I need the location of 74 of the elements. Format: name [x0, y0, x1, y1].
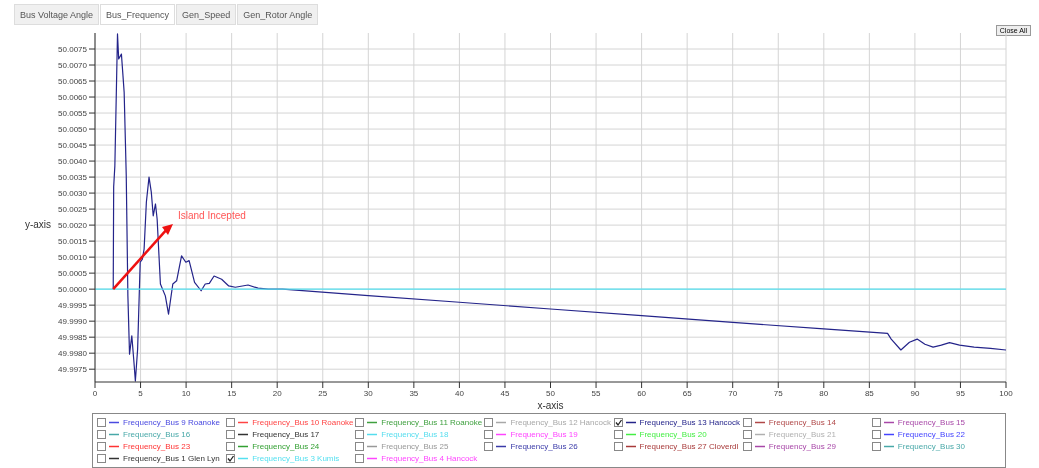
y-tick-label: 49.9985: [58, 333, 88, 343]
legend-label: Frequency_Bus 25: [381, 442, 449, 451]
y-tick-label: 50.0035: [58, 172, 88, 182]
x-tick-label: 100: [999, 388, 1014, 398]
legend-label: Frequency_Bus 17: [252, 430, 320, 439]
y-tick-label: 49.9995: [58, 301, 88, 310]
x-tick-label: 5: [138, 388, 144, 398]
y-tick-label: 49.9975: [58, 365, 88, 375]
y-tick-label: 50.0065: [58, 76, 88, 86]
legend-label: Frequency_Bus 16: [123, 430, 191, 439]
x-tick-label: 20: [272, 388, 283, 398]
legend-label: Frequency_Bus 27 Cloverdl: [639, 442, 739, 451]
legend-label: Frequency_Bus 4 Hancock: [381, 454, 478, 463]
legend-label: Frequency_Bus 23: [123, 442, 191, 451]
x-tick-label: 95: [956, 388, 966, 398]
text: Gen_Speed: [176, 4, 237, 25]
y-tick-label: 50.0060: [58, 92, 88, 102]
x-axis-title: x-axis: [536, 400, 565, 411]
y-tick-label: 50.0050: [58, 124, 88, 134]
x-tick-label: 60: [637, 388, 647, 398]
legend-label: Frequency_Bus 19: [510, 430, 578, 439]
line-series: [112, 33, 1006, 382]
text: Bus_Frequency: [100, 4, 176, 25]
annotation: Island Incepted: [178, 210, 246, 222]
x-tick-label: 15: [227, 388, 237, 398]
legend-label: Frequency_Bus 21: [768, 430, 836, 439]
legend-label: Frequency_Bus 26: [510, 442, 578, 451]
y-tick-label: 50.0010: [58, 252, 88, 262]
y-tick-label: 50.0075: [58, 44, 88, 54]
x-tick-label: 85: [864, 388, 875, 398]
y-tick-label: 50.0030: [58, 188, 88, 198]
y-tick-label: 50.0055: [58, 108, 88, 118]
legend-label: Frequency_Bus 11 Roanoke: [381, 418, 483, 427]
y-tick-label: 50.0070: [58, 60, 88, 70]
y-axis-title: y-axis: [24, 219, 51, 231]
y-tick-label: 50.0015: [58, 236, 88, 246]
x-tick-label: 80: [819, 388, 829, 398]
x-tick-label: 10: [181, 388, 192, 398]
x-tick-label: 0: [92, 388, 98, 398]
legend-label: Frequency_Bus 30: [897, 442, 965, 451]
x-tick-label: 65: [682, 388, 693, 398]
y-tick-label: 50.0040: [58, 156, 88, 166]
x-tick-label: 50: [546, 388, 556, 398]
legend-label: Frequency_Bus 15: [897, 418, 965, 427]
legend-label: Frequency_Bus 24: [252, 442, 320, 451]
y-tick-label: 50.0000: [58, 284, 88, 294]
x-tick-label: 25: [318, 388, 328, 398]
legend-label: Frequency_Bus 22: [897, 430, 965, 439]
legend-label: Frequency_Bus 3 Kumis: [252, 454, 340, 463]
y-tick-label: 50.0045: [58, 140, 88, 150]
x-tick-label: 55: [591, 388, 602, 398]
legend-label: Frequency_Bus 10 Roanoke: [252, 418, 354, 427]
legend-label: Frequency_Bus 29: [768, 442, 836, 451]
x-tick-label: 35: [409, 388, 419, 398]
legend-label: Frequency_Bus 20: [639, 430, 707, 439]
y-tick-label: 50.0020: [58, 220, 88, 230]
text: Bus Voltage Angle: [14, 4, 100, 25]
legend-label: Frequency_Bus 14: [768, 418, 836, 427]
y-tick-label: 49.9990: [58, 317, 88, 327]
legend-label: Frequency_Bus 12 Hancock: [510, 418, 611, 427]
legend-label: Frequency_Bus 9 Roanoke: [123, 418, 220, 427]
legend-label: Frequency_Bus 13 Hancock: [639, 418, 741, 427]
x-tick-label: 90: [910, 388, 920, 398]
x-tick-label: 30: [363, 388, 374, 398]
y-tick-label: 50.0025: [58, 204, 88, 214]
x-tick-label: 40: [454, 388, 465, 398]
y-tick-label: 50.0005: [58, 268, 88, 278]
legend-label: Frequency_Bus 18: [381, 430, 449, 439]
x-tick-label: 45: [500, 388, 510, 398]
y-tick-label: 49.9980: [58, 349, 88, 359]
x-tick-label: 75: [773, 388, 784, 398]
x-tick-label: 70: [728, 388, 738, 398]
legend-label: Frequency_Bus 1 Glen Lyn: [123, 454, 220, 463]
text: Gen_Rotor Angle: [237, 4, 319, 25]
